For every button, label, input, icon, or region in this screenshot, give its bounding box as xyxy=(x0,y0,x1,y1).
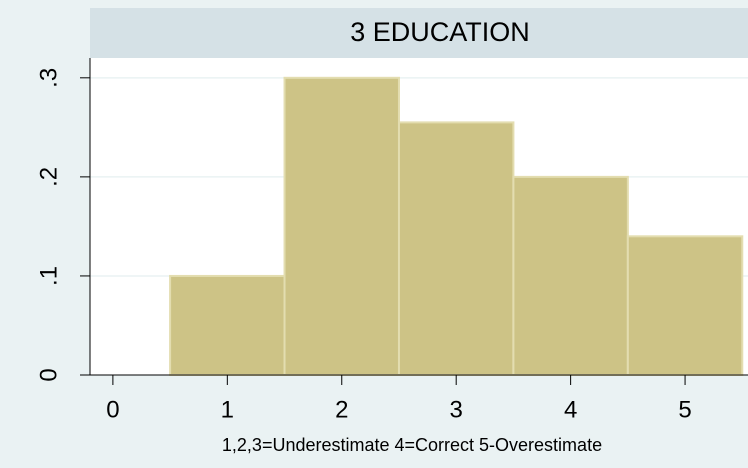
x-axis-label: 1,2,3=Underestimate 4=Correct 5-Overesti… xyxy=(222,435,602,455)
x-tick-label: 0 xyxy=(106,396,119,423)
bar xyxy=(626,235,744,376)
x-tick-label: 4 xyxy=(564,396,577,423)
x-tick-label: 3 xyxy=(450,396,463,423)
title-bar xyxy=(90,8,748,58)
y-tick-label: .1 xyxy=(35,266,62,286)
y-tick-label: .3 xyxy=(35,68,62,88)
x-tick-label: 2 xyxy=(335,396,348,423)
bar xyxy=(512,175,629,376)
chart-title: 3 EDUCATION xyxy=(350,17,530,47)
y-tick-label: 0 xyxy=(35,368,62,381)
bar xyxy=(283,76,400,376)
bar xyxy=(169,274,286,376)
y-tick-label: .2 xyxy=(35,167,62,187)
x-tick-label: 1 xyxy=(221,396,234,423)
x-tick-label: 5 xyxy=(678,396,691,423)
bar xyxy=(397,121,515,376)
